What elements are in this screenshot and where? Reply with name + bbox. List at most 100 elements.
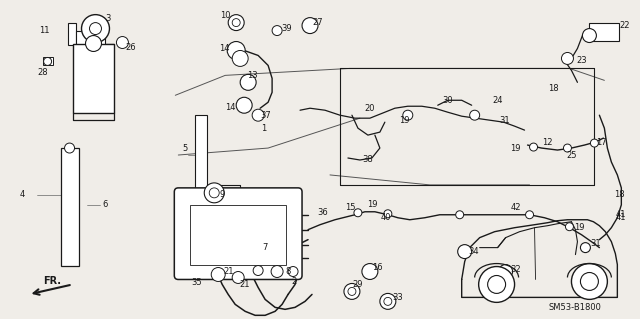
Circle shape (384, 297, 392, 305)
Text: 4: 4 (20, 190, 25, 199)
Circle shape (566, 223, 573, 231)
Circle shape (348, 287, 356, 295)
Text: 22: 22 (619, 21, 630, 30)
Circle shape (561, 52, 573, 64)
Circle shape (470, 110, 479, 120)
Circle shape (116, 37, 129, 48)
Circle shape (252, 109, 264, 121)
Text: 34: 34 (468, 247, 479, 256)
Text: SM53-B1800: SM53-B1800 (548, 303, 601, 312)
Text: 25: 25 (566, 151, 577, 160)
Text: 19: 19 (399, 116, 410, 125)
Circle shape (44, 57, 52, 65)
Text: 6: 6 (103, 200, 108, 209)
Circle shape (81, 15, 109, 42)
Text: 14: 14 (219, 44, 230, 53)
Circle shape (403, 110, 413, 120)
Bar (68, 23, 76, 45)
Circle shape (272, 26, 282, 35)
Circle shape (354, 209, 362, 217)
Text: FR.: FR. (44, 277, 61, 286)
Circle shape (227, 41, 245, 59)
Text: 16: 16 (372, 263, 383, 272)
Text: 18: 18 (548, 84, 559, 93)
Bar (589, 23, 620, 41)
Circle shape (232, 271, 244, 284)
Text: 8: 8 (285, 267, 291, 276)
Text: 9: 9 (220, 190, 225, 199)
Text: 41: 41 (616, 213, 627, 222)
Circle shape (344, 284, 360, 300)
Circle shape (580, 272, 598, 290)
Text: 30: 30 (442, 96, 453, 105)
Circle shape (479, 267, 515, 302)
Text: 33: 33 (392, 293, 403, 302)
Text: 42: 42 (510, 203, 521, 212)
Circle shape (582, 29, 596, 42)
Text: 19: 19 (574, 223, 585, 232)
Text: 18: 18 (614, 190, 625, 199)
Circle shape (211, 268, 225, 281)
Circle shape (271, 265, 283, 278)
Circle shape (563, 144, 572, 152)
Circle shape (228, 15, 244, 31)
Text: 35: 35 (191, 278, 202, 287)
Text: 31: 31 (590, 239, 601, 248)
Text: 39: 39 (282, 24, 292, 33)
Circle shape (488, 276, 506, 293)
Circle shape (499, 264, 513, 278)
Text: 23: 23 (576, 56, 587, 65)
Text: 7: 7 (262, 243, 268, 252)
Circle shape (65, 143, 74, 153)
Circle shape (302, 18, 318, 33)
Bar (76, 31, 106, 50)
Text: 3: 3 (106, 14, 111, 23)
Text: 27: 27 (313, 18, 323, 27)
Circle shape (591, 139, 598, 147)
Circle shape (232, 50, 248, 66)
Circle shape (209, 188, 220, 198)
Circle shape (456, 211, 464, 219)
Text: 12: 12 (542, 137, 553, 146)
Text: 13: 13 (247, 71, 257, 80)
Text: 11: 11 (39, 26, 50, 35)
Text: 28: 28 (37, 68, 48, 77)
Text: 29: 29 (353, 280, 363, 289)
Circle shape (458, 245, 472, 259)
Circle shape (232, 19, 240, 26)
Circle shape (90, 23, 102, 34)
Text: 21: 21 (239, 280, 250, 289)
Text: 36: 36 (317, 208, 328, 217)
Text: 38: 38 (362, 155, 373, 165)
Text: 20: 20 (365, 104, 375, 113)
Bar (43, 57, 52, 65)
Bar (190, 205, 286, 264)
Text: 32: 32 (510, 265, 521, 274)
Text: 14: 14 (225, 103, 236, 112)
Text: 19: 19 (510, 144, 521, 152)
Bar (195, 115, 207, 193)
Circle shape (362, 263, 378, 279)
Circle shape (240, 74, 256, 90)
Text: 40: 40 (381, 213, 391, 222)
Text: 15: 15 (345, 203, 355, 212)
Circle shape (204, 183, 224, 203)
Bar (61, 148, 79, 265)
Text: 24: 24 (492, 96, 503, 105)
Text: 21: 21 (223, 267, 234, 276)
Text: 1: 1 (262, 124, 267, 133)
Circle shape (236, 97, 252, 113)
FancyBboxPatch shape (174, 188, 302, 279)
Text: 2: 2 (291, 277, 297, 286)
Circle shape (525, 211, 534, 219)
Text: 19: 19 (367, 200, 377, 209)
Text: 5: 5 (182, 144, 188, 152)
Circle shape (253, 265, 263, 276)
Text: 37: 37 (260, 111, 271, 120)
Text: 41: 41 (616, 210, 627, 219)
Circle shape (380, 293, 396, 309)
Text: 17: 17 (596, 137, 607, 146)
Circle shape (384, 210, 392, 218)
Circle shape (288, 267, 298, 277)
Text: 31: 31 (499, 116, 510, 125)
